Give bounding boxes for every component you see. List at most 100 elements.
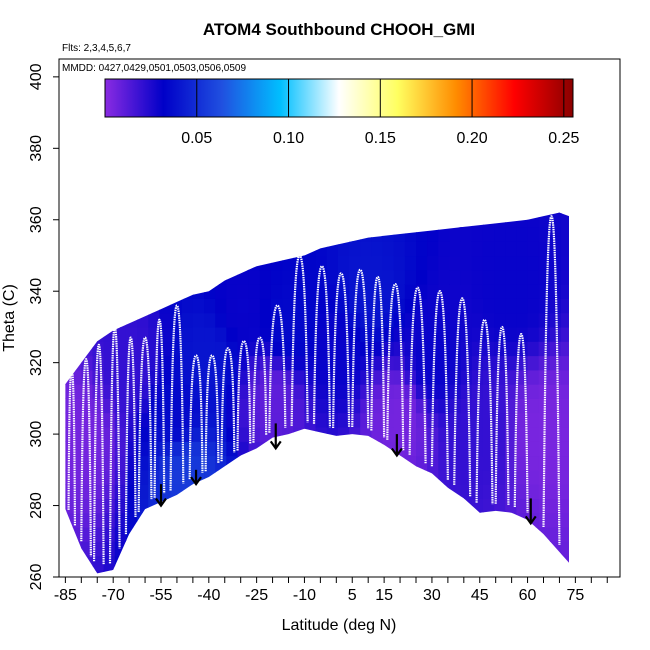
heat-cell [148, 526, 161, 542]
heat-cell [371, 455, 384, 471]
heat-cell [494, 298, 506, 314]
heat-cell [371, 341, 384, 357]
heat-cell [226, 469, 239, 485]
heat-cell [215, 541, 227, 557]
flight-profile [268, 304, 287, 433]
heat-cell [103, 441, 116, 457]
heat-cell [416, 255, 428, 271]
heat-cell [204, 226, 216, 242]
heat-cell [449, 512, 462, 528]
flight-profile [542, 215, 561, 545]
heat-cell [103, 412, 116, 428]
heat-cell [360, 241, 372, 257]
heat-cell [315, 512, 328, 528]
heat-cell [360, 498, 372, 514]
heat-cell [360, 398, 372, 414]
heat-cell [326, 341, 339, 357]
heat-cell [349, 226, 361, 242]
heat-cell [125, 384, 138, 399]
heat-cell [572, 413, 584, 428]
heat-cell [282, 241, 294, 257]
heat-cell [527, 255, 540, 271]
heat-cell [226, 541, 239, 557]
heat-cell [170, 469, 183, 485]
heat-cell [360, 298, 372, 314]
heat-cell [137, 455, 149, 471]
heat-cell [81, 341, 94, 357]
heat-cell [326, 455, 339, 471]
heat-cell [538, 255, 551, 271]
heat-cell [460, 412, 473, 428]
heat-cell [192, 269, 205, 285]
heat-cell [204, 526, 216, 542]
heat-cell [494, 226, 506, 242]
heat-cell [549, 212, 562, 228]
heat-cell [482, 284, 495, 299]
heat-cell [393, 526, 406, 542]
heat-cell [349, 269, 361, 285]
heat-cell [482, 269, 495, 285]
heat-cell [159, 398, 172, 414]
heat-cell [516, 241, 529, 257]
heat-cell [304, 312, 317, 328]
heat-cell [527, 555, 540, 571]
heat-cell [494, 555, 506, 571]
heat-cell [192, 255, 205, 271]
heat-cell [561, 355, 569, 371]
heat-cell [427, 241, 439, 257]
heat-cell [170, 226, 183, 242]
heat-cell [81, 284, 94, 299]
heat-cell [427, 498, 439, 514]
heat-cell [460, 212, 473, 214]
heat-cell [65, 484, 71, 500]
flight-profiles [67, 215, 561, 565]
heat-cell [304, 384, 317, 399]
heat-cell [304, 241, 317, 257]
heat-cell [382, 284, 395, 299]
heat-cell [92, 212, 105, 228]
heat-cell [482, 226, 495, 242]
heat-cell [482, 412, 495, 428]
heat-cell [561, 398, 569, 414]
heat-cell [371, 312, 384, 328]
heat-cell [471, 212, 484, 214]
heat-cell [427, 212, 439, 214]
heat-cell [572, 456, 584, 471]
heat-cell [259, 498, 272, 514]
heat-cell [237, 326, 250, 342]
colorbar-tick-label: 0.25 [548, 130, 579, 147]
heat-cell [416, 241, 428, 257]
heat-cell [449, 298, 462, 314]
y-tick-label: 280 [28, 492, 45, 519]
heat-cell [159, 384, 172, 399]
heat-cell [237, 526, 250, 542]
flight-profile [67, 368, 77, 526]
heat-cell [360, 469, 372, 485]
heat-cell [215, 512, 227, 528]
heat-cell [471, 269, 484, 285]
heat-cell [204, 341, 216, 357]
heat-cell [237, 312, 250, 328]
heat-cell [516, 498, 529, 514]
heat-cell [192, 298, 205, 314]
heat-cell [65, 312, 71, 328]
heat-cell [304, 412, 317, 428]
heat-cell [404, 269, 417, 285]
heat-cell [270, 226, 283, 242]
heat-cell [103, 384, 116, 399]
heat-cell [226, 269, 239, 285]
heat-cell [293, 269, 306, 285]
heat-cell [449, 269, 462, 285]
heat-cell [505, 426, 518, 442]
colorbar-ticks: 0.05 0.10 0.15 0.20 0.25 [181, 79, 579, 147]
heat-cell [449, 426, 462, 442]
heat-cell [282, 555, 294, 571]
heat-cell [337, 369, 350, 385]
heat-cell [81, 498, 94, 514]
y-tick-label: 360 [28, 206, 45, 233]
heat-cell [527, 412, 540, 428]
heat-cell [204, 298, 216, 314]
heat-cell [92, 426, 105, 442]
heat-cell [270, 269, 283, 285]
heat-cell [181, 412, 194, 428]
